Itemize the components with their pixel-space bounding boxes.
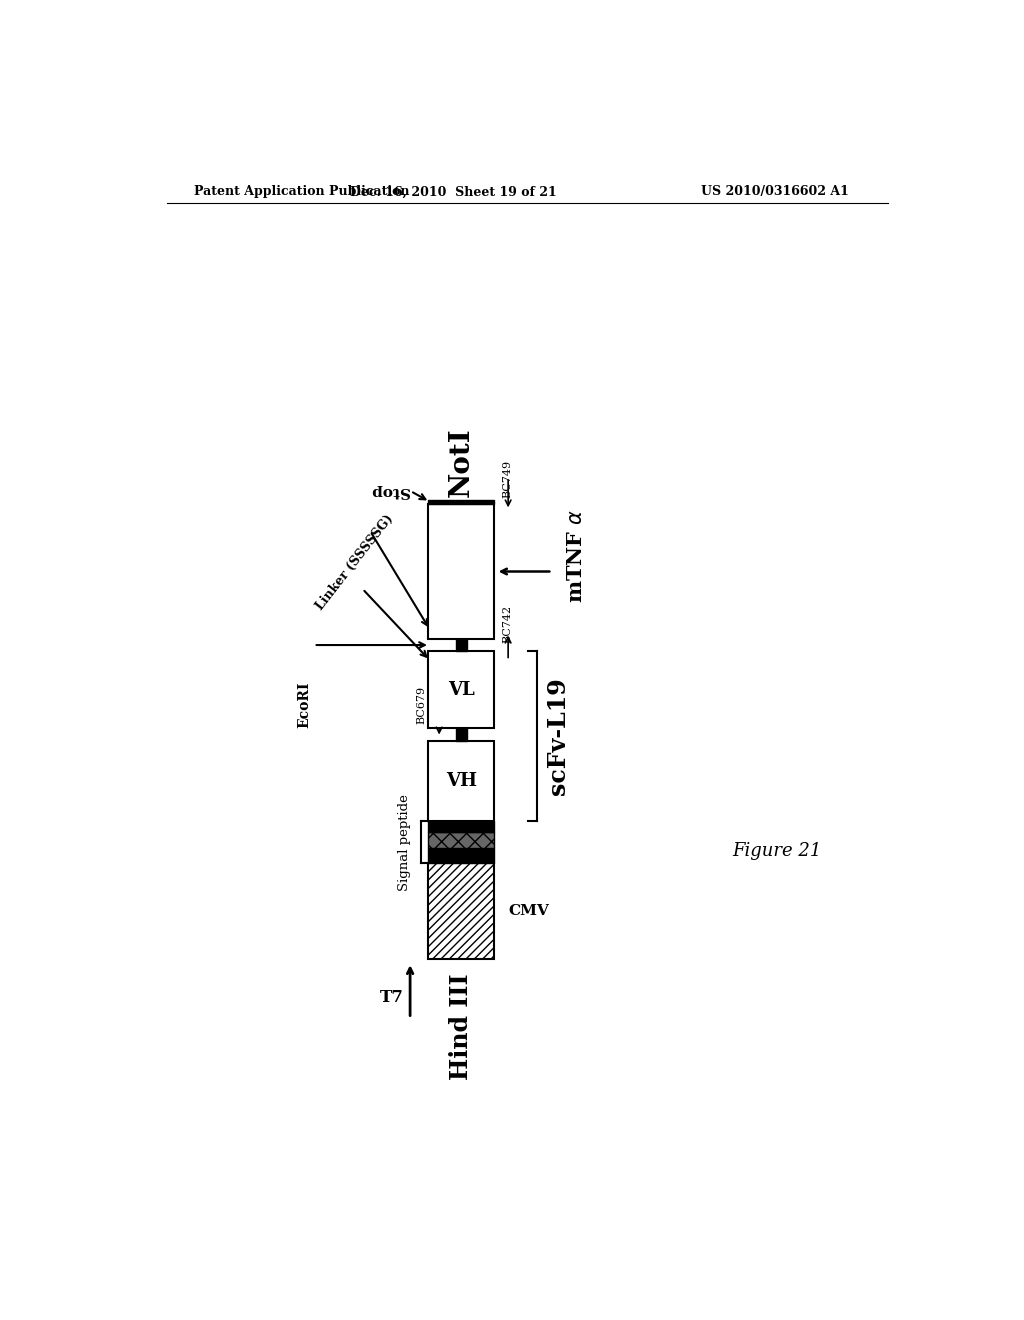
Text: VH: VH: [445, 772, 477, 789]
Bar: [428, 651, 495, 729]
Text: T7: T7: [380, 989, 403, 1006]
Text: Patent Application Publication: Patent Application Publication: [194, 185, 410, 198]
Bar: [428, 741, 495, 821]
Bar: [428, 821, 495, 832]
Text: BC749: BC749: [502, 459, 512, 498]
Bar: [428, 863, 495, 960]
Bar: [428, 499, 495, 504]
Text: VL: VL: [447, 681, 475, 698]
Bar: [456, 639, 467, 651]
Text: scFv-L19: scFv-L19: [546, 677, 570, 795]
Bar: [456, 729, 467, 741]
Text: Figure 21: Figure 21: [732, 842, 822, 861]
Text: NotI: NotI: [447, 426, 475, 496]
Bar: [428, 847, 495, 863]
Text: Hind III: Hind III: [450, 973, 473, 1080]
Text: Stop: Stop: [371, 484, 409, 498]
Text: Linker (SSSSSG): Linker (SSSSSG): [313, 512, 396, 612]
Text: BC742: BC742: [502, 605, 512, 643]
Text: BC679: BC679: [417, 686, 427, 725]
Text: CMV: CMV: [508, 904, 549, 919]
Text: EcoRI: EcoRI: [297, 682, 311, 729]
Text: Signal peptide: Signal peptide: [398, 793, 412, 891]
Bar: [428, 832, 495, 847]
Bar: [428, 504, 495, 639]
Text: Dec. 16, 2010  Sheet 19 of 21: Dec. 16, 2010 Sheet 19 of 21: [350, 185, 557, 198]
Text: US 2010/0316602 A1: US 2010/0316602 A1: [700, 185, 849, 198]
Text: mTNF $\alpha$: mTNF $\alpha$: [565, 510, 586, 603]
